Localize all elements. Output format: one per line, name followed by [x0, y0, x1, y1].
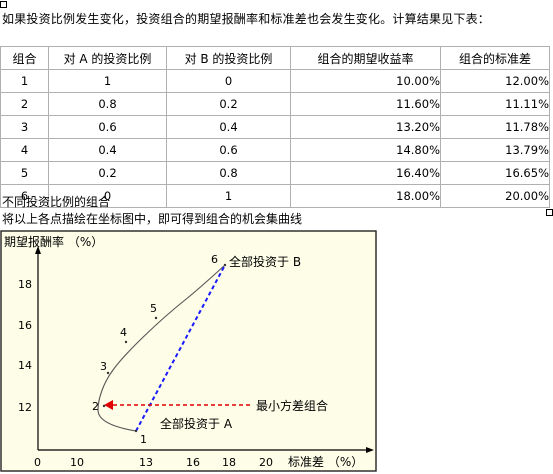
- y-axis-label: 期望报酬率 （%）: [4, 234, 103, 249]
- cell-combo: 6: [0, 184, 49, 208]
- cell-std-dev: 13.79%: [440, 138, 550, 162]
- point-label-3: 3: [100, 360, 107, 373]
- cell-weight-a: 0.8: [48, 92, 167, 116]
- a-b-straight-line: [135, 264, 226, 432]
- selection-handle[interactable]: [546, 209, 553, 216]
- point-label-1: 1: [140, 433, 147, 446]
- cell-weight-a: 1: [48, 69, 167, 93]
- cell-weight-a: 0.6: [48, 115, 167, 139]
- col-header-expected-return: 组合的期望收益率: [290, 46, 441, 70]
- table-row: 2 0.8 0.2 11.60% 11.11%: [0, 92, 550, 116]
- point-label-4: 4: [120, 326, 127, 339]
- cell-weight-b: 0.4: [166, 115, 291, 139]
- data-point-3: [106, 371, 110, 375]
- x-axis-label: 标准差 （%）: [288, 455, 363, 469]
- col-header-std-dev: 组合的标准差: [440, 46, 550, 70]
- intro-text: 如果投资比例发生变化，投资组合的期望报酬率和标准差也会发生变化。计算结果见下表：: [2, 12, 491, 26]
- cell-combo: 3: [0, 115, 49, 139]
- cell-expected-return: 18.00%: [290, 184, 441, 208]
- x-tick-label: 0: [34, 456, 41, 469]
- data-point-2: [102, 404, 106, 408]
- point-label-5: 5: [150, 302, 157, 315]
- point-label-6: 6: [211, 253, 218, 266]
- data-point-6: [223, 263, 227, 267]
- annotation-min-variance: 最小方差组合: [256, 398, 328, 413]
- cell-expected-return: 13.20%: [290, 115, 441, 139]
- cell-std-dev: 12.00%: [440, 69, 550, 93]
- table-row: 3 0.6 0.4 13.20% 11.78%: [0, 115, 550, 139]
- x-tick-label: 20: [259, 456, 273, 469]
- x-tick-label: 18: [222, 456, 236, 469]
- col-header-weight-a: 对 A 的投资比例: [48, 46, 167, 70]
- data-point-5: [154, 316, 158, 320]
- annotation-all-in-b: 全部投资于 B: [229, 254, 301, 269]
- portfolio-table: 组合 对 A 的投资比例 对 B 的投资比例 组合的期望收益率 组合的标准差 1…: [0, 46, 550, 208]
- cell-expected-return: 10.00%: [290, 69, 441, 93]
- chart-background: [0, 230, 377, 472]
- cell-expected-return: 11.60%: [290, 92, 441, 116]
- cell-weight-b: 1: [166, 184, 291, 208]
- cell-std-dev: 11.78%: [440, 115, 550, 139]
- cell-combo: 2: [0, 92, 49, 116]
- x-tick-label: 10: [70, 456, 84, 469]
- cell-std-dev: 20.00%: [440, 184, 550, 208]
- annotation-all-in-a: 全部投资于 A: [160, 416, 233, 431]
- cell-combo: 1: [0, 69, 49, 93]
- cell-combo: 4: [0, 138, 49, 162]
- cell-weight-b: 0.8: [166, 161, 291, 185]
- y-tick-label: 18: [18, 278, 32, 291]
- x-tick-label: 13: [139, 456, 153, 469]
- data-point-1: [134, 429, 138, 433]
- cell-std-dev: 11.11%: [440, 92, 550, 116]
- y-tick-label: 14: [18, 359, 32, 372]
- col-header-combo: 组合: [0, 46, 49, 70]
- cell-weight-a: 0.2: [48, 161, 167, 185]
- data-point-4: [124, 340, 128, 344]
- table-caption: 不同投资比例的组合: [2, 195, 111, 209]
- chart-intro-text: 将以上各点描绘在坐标图中，即可得到组合的机会集曲线: [2, 212, 303, 226]
- cell-expected-return: 16.40%: [290, 161, 441, 185]
- y-tick-label: 16: [18, 319, 32, 332]
- table-header-row: 组合 对 A 的投资比例 对 B 的投资比例 组合的期望收益率 组合的标准差: [0, 46, 550, 70]
- table-row: 1 1 0 10.00% 12.00%: [0, 69, 550, 93]
- table-row: 4 0.4 0.6 14.80% 13.79%: [0, 138, 550, 162]
- opportunity-set-chart: 期望报酬率 （%） 18 16 14 12 0 10 13 16 18 20 标…: [0, 230, 377, 472]
- cell-std-dev: 16.65%: [440, 161, 550, 185]
- x-tick-label: 16: [186, 456, 200, 469]
- min-variance-arrowhead: [104, 400, 113, 410]
- cell-weight-b: 0: [166, 69, 291, 93]
- table-row: 5 0.2 0.8 16.40% 16.65%: [0, 161, 550, 185]
- cell-weight-a: 0.4: [48, 138, 167, 162]
- col-header-weight-b: 对 B 的投资比例: [166, 46, 291, 70]
- x-axis-arrow: [366, 447, 374, 453]
- table-row: 6 0 1 18.00% 20.00%: [0, 184, 550, 208]
- opportunity-set-curve: [97, 264, 226, 432]
- y-axis-arrow: [35, 246, 41, 254]
- point-label-2: 2: [92, 400, 99, 413]
- cell-expected-return: 14.80%: [290, 138, 441, 162]
- cell-combo: 5: [0, 161, 49, 185]
- selection-handle[interactable]: [0, 1, 7, 8]
- cell-weight-b: 0.6: [166, 138, 291, 162]
- cell-weight-b: 0.2: [166, 92, 291, 116]
- y-tick-label: 12: [18, 401, 32, 414]
